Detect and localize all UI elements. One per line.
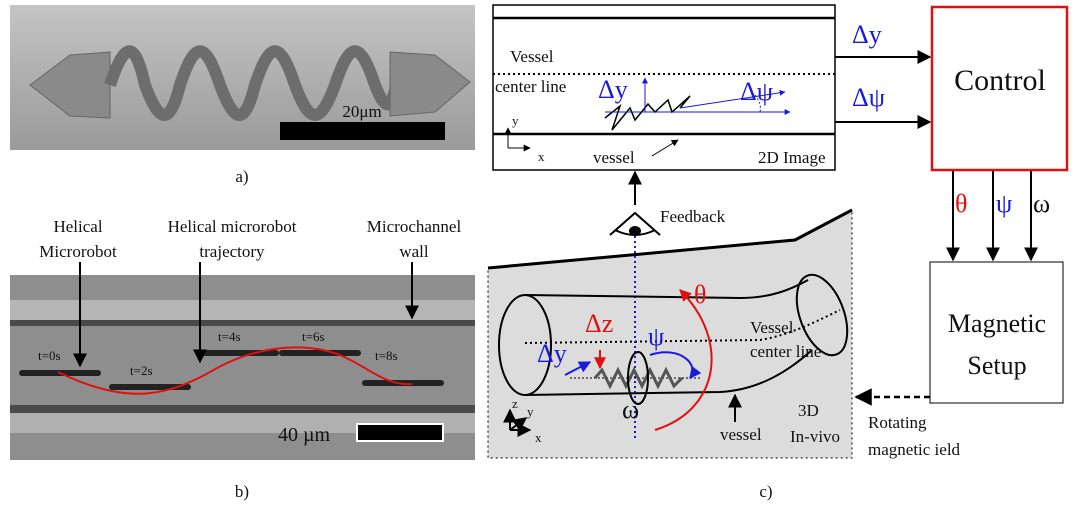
caption: a): [235, 167, 248, 186]
sem-image: [10, 5, 475, 150]
time-label: t=2s: [130, 363, 153, 378]
label: In-vivo: [790, 427, 840, 446]
label: ψ: [996, 189, 1012, 218]
label: vessel: [720, 425, 762, 444]
label: Helical: [53, 217, 102, 236]
label: ω: [1033, 189, 1050, 218]
label: Rotating: [868, 413, 927, 432]
time-label: t=8s: [375, 348, 398, 363]
label: 2D Image: [758, 148, 826, 167]
figure: 20μm a) Helical Microrobot Helical micro…: [0, 0, 1075, 506]
label: Δψ: [852, 83, 885, 112]
label: center line: [750, 342, 821, 361]
label: Magnetic: [948, 309, 1046, 338]
label: ψ: [648, 322, 664, 351]
label: Δy: [852, 20, 882, 49]
in-vivo-scene: [488, 210, 852, 458]
axis-label: y: [512, 113, 519, 128]
label: Helical microrobot: [168, 217, 297, 236]
label: magnetic ield: [868, 440, 961, 459]
label: Microrobot: [39, 242, 117, 261]
label: wall: [399, 242, 429, 261]
microscope-image: [10, 405, 475, 413]
scale-label: 40 µm: [278, 424, 331, 446]
label: Vessel: [750, 318, 794, 337]
scale-label: 20μm: [342, 102, 381, 121]
label: Vessel: [510, 47, 554, 66]
axis-label: x: [538, 149, 545, 164]
label: Δy: [598, 75, 628, 104]
axis-label: z: [512, 396, 518, 411]
label: 3D: [798, 401, 819, 420]
label: center line: [495, 77, 566, 96]
label: θ: [955, 189, 967, 218]
label: Feedback: [660, 207, 726, 226]
label: Setup: [967, 351, 1026, 380]
label: trajectory: [199, 242, 265, 261]
caption: c): [759, 482, 772, 501]
time-label: t=6s: [302, 329, 325, 344]
time-label: t=4s: [218, 329, 241, 344]
axis-label: y: [527, 404, 534, 419]
eye-icon: [610, 213, 660, 235]
label: vessel: [593, 148, 635, 167]
sem-image: [280, 122, 445, 140]
label: Control: [954, 64, 1046, 97]
axis-label: x: [535, 430, 542, 445]
caption: b): [235, 482, 249, 501]
in-vivo-scene: [488, 210, 930, 458]
label: Δz: [585, 309, 613, 338]
label: θ: [694, 280, 706, 309]
time-label: t=0s: [38, 348, 61, 363]
label: Δy: [537, 339, 567, 368]
image-2d: [652, 140, 678, 156]
eye-icon: [630, 227, 640, 235]
label: Microchannel: [367, 217, 462, 236]
label: ω: [622, 395, 639, 424]
label: Δψ: [740, 77, 773, 106]
microscope-image: [357, 424, 443, 441]
